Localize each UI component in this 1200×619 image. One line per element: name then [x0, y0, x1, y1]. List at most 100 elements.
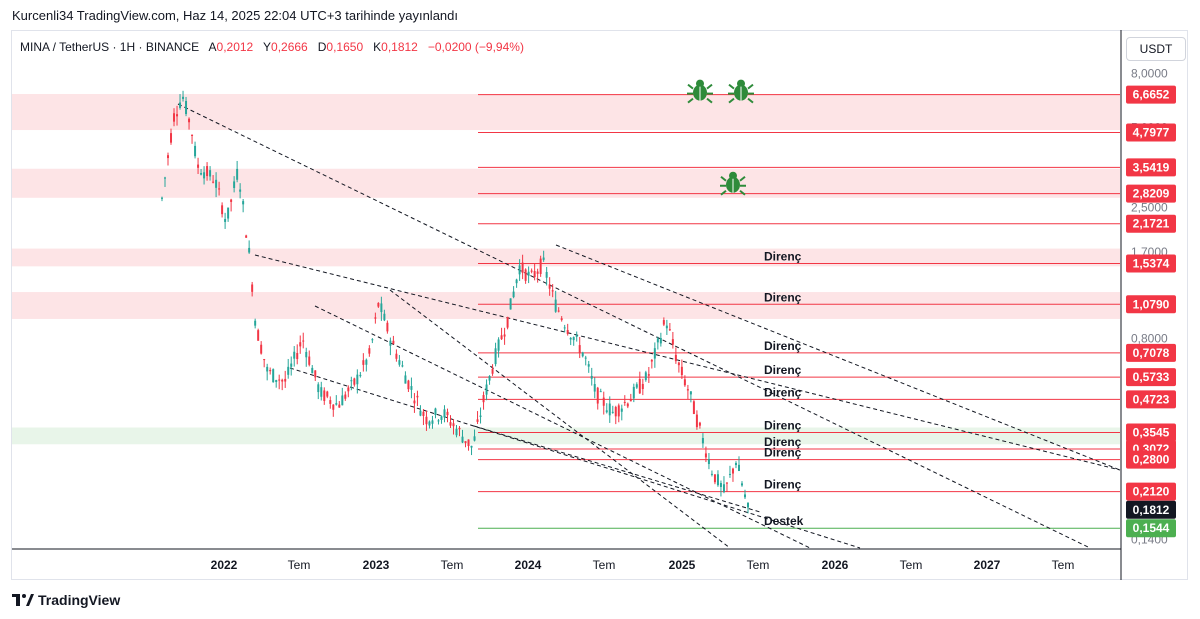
candle-body [665, 325, 668, 329]
price-tag-label: 6,6652 [1133, 88, 1170, 102]
candle-body [335, 403, 338, 405]
price-tag-label: 2,8209 [1133, 187, 1170, 201]
candle-body [494, 348, 497, 365]
level-annotation-13: Direnç [764, 478, 802, 492]
candle-body [251, 284, 254, 292]
candle-body [332, 404, 335, 410]
candle-body [605, 410, 608, 413]
candle-body [449, 422, 452, 426]
candle-body [599, 391, 602, 393]
candle-body [698, 422, 701, 426]
open-value: 0,2012 [216, 40, 254, 54]
x-tick-label: Tem [288, 558, 311, 572]
candle-body [281, 379, 284, 382]
candle-body [584, 357, 587, 359]
candle-body [419, 410, 422, 416]
candle-body [554, 299, 557, 312]
candle-body [206, 166, 209, 177]
candle-body [518, 265, 521, 275]
price-tag-2 [1126, 158, 1176, 177]
tradingview-brand: TradingView [12, 592, 120, 608]
ohlc-legend: MINA / TetherUS · 1H · BINANCE A0,2012 Y… [20, 40, 524, 54]
candle-body [587, 364, 590, 367]
price-tag-4 [1126, 214, 1176, 233]
candle-body [182, 96, 185, 99]
candle-body [212, 181, 215, 183]
trendline-2[interactable] [289, 367, 861, 549]
candle-body [323, 390, 326, 401]
candle-body [683, 379, 686, 386]
candle-body [236, 168, 239, 180]
trendline-3[interactable] [314, 305, 811, 549]
candle-body [188, 118, 191, 123]
candle-body [560, 318, 563, 321]
candle-body [659, 338, 662, 344]
price-tag-label: 3,5419 [1133, 160, 1170, 174]
candle-body [509, 298, 512, 310]
level-annotation-5: Direnç [764, 250, 802, 264]
candle-body [482, 395, 485, 403]
candle-body [692, 401, 695, 414]
x-tick-label: 2025 [669, 558, 696, 572]
candle-body [713, 474, 716, 483]
candle-body [170, 133, 173, 143]
candle-body [422, 411, 425, 416]
candle-body [359, 374, 362, 377]
candle-body [416, 395, 419, 398]
candle-body [629, 399, 632, 402]
trendline-6[interactable] [555, 244, 1121, 471]
candle-body [662, 320, 665, 325]
candle-body [524, 269, 527, 281]
candle-body [425, 416, 428, 425]
candle-body [542, 257, 545, 260]
candle-body [356, 374, 359, 385]
candles-group [161, 90, 749, 514]
candle-body [623, 401, 626, 403]
candle-body [470, 445, 473, 448]
candle-body [464, 441, 467, 444]
candle-body [731, 468, 734, 474]
candle-body [458, 427, 461, 430]
candle-body [407, 380, 410, 390]
price-tag-label: 0,7078 [1133, 346, 1170, 360]
candle-body [239, 189, 242, 192]
candle-body [491, 368, 494, 374]
trendline-1[interactable] [254, 254, 1121, 471]
price-tag-label: 0,4723 [1133, 392, 1170, 406]
symbol-label[interactable]: MINA / TetherUS · 1H · BINANCE [20, 40, 200, 54]
candle-body [401, 365, 404, 367]
candle-body [443, 409, 446, 418]
candle-body [410, 386, 413, 390]
price-tag-0 [1126, 85, 1176, 104]
trendline-5[interactable] [473, 425, 761, 513]
zone-band-1 [12, 168, 1120, 198]
close-value: 0,1812 [381, 40, 418, 54]
trendline-0[interactable] [177, 103, 1091, 549]
candle-body [347, 387, 350, 392]
candle-body [371, 339, 374, 341]
candle-body [695, 414, 698, 428]
candle-body [647, 374, 650, 376]
trendline-4[interactable] [389, 289, 731, 549]
candle-body [311, 367, 314, 374]
y-tick-label: 8,0000 [1131, 67, 1168, 81]
price-tag-8 [1126, 368, 1176, 387]
candle-body [578, 345, 581, 354]
candle-body [707, 459, 710, 465]
price-tag-15 [1126, 519, 1176, 538]
price-tag-label: 1,0790 [1133, 297, 1170, 311]
candle-body [290, 363, 293, 367]
level-annotation-10: Direnç [764, 418, 802, 432]
high-value: 0,2666 [271, 40, 308, 54]
candle-body [596, 387, 599, 404]
high-key: Y [263, 40, 272, 54]
candle-body [704, 453, 707, 458]
change-value: −0,0200 (−9,94%) [427, 40, 524, 54]
currency-unit-button[interactable]: USDT [1126, 37, 1186, 61]
candle-body [248, 247, 251, 253]
candle-body [302, 340, 305, 342]
candle-body [164, 177, 167, 179]
candle-body [455, 428, 458, 436]
candle-body [632, 386, 635, 399]
